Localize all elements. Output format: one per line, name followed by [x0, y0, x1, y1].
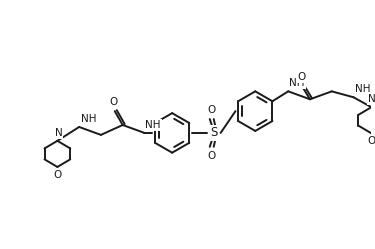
Text: S: S: [210, 126, 218, 139]
Text: NH: NH: [81, 114, 97, 124]
Text: NH: NH: [289, 78, 305, 88]
Text: O: O: [53, 170, 62, 180]
Text: O: O: [297, 72, 305, 82]
Text: O: O: [208, 105, 216, 115]
Text: NH: NH: [146, 120, 161, 130]
Text: N: N: [54, 128, 62, 138]
Text: O: O: [367, 136, 375, 146]
Text: N: N: [369, 94, 375, 104]
Text: O: O: [208, 151, 216, 161]
Text: O: O: [110, 97, 118, 107]
Text: NH: NH: [354, 84, 370, 94]
